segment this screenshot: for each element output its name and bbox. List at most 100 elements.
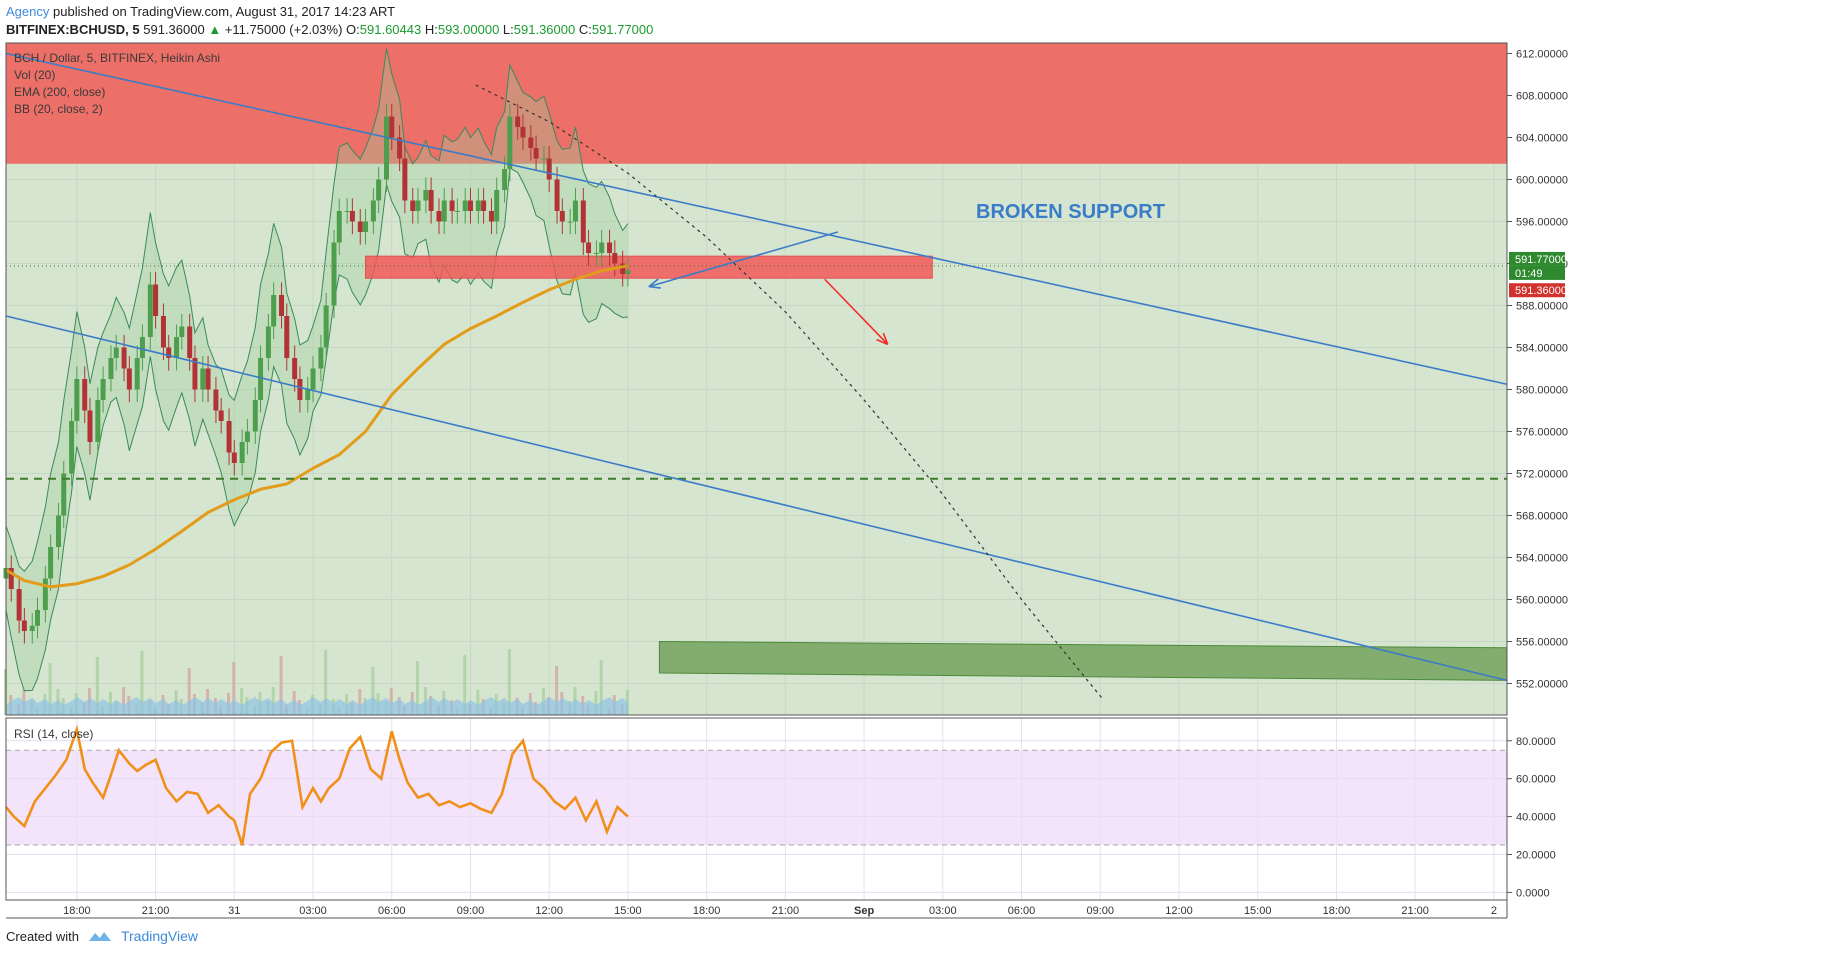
high-value: 593.00000 — [437, 22, 500, 37]
candle-body — [218, 410, 224, 421]
candle-body — [42, 578, 48, 610]
price-tick-label: 600.00000 — [1516, 175, 1568, 187]
price-tick-label: 552.00000 — [1516, 679, 1568, 691]
price-pane-border — [5, 42, 1508, 716]
candle-body — [213, 389, 219, 411]
candle-body — [153, 284, 159, 316]
legend-item: BB (20, close, 2) — [14, 102, 103, 116]
candle-body — [541, 158, 547, 160]
volume-bar — [48, 663, 52, 715]
rsi-tick-label: 80.0000 — [1516, 736, 1556, 748]
candle-body — [284, 316, 290, 358]
volume-bar — [271, 687, 275, 715]
candle-body — [292, 358, 298, 379]
candle-body — [528, 137, 534, 148]
target-arrow-head — [882, 332, 889, 345]
candle-body — [87, 410, 93, 442]
candle-body — [344, 211, 350, 212]
candle-body — [297, 379, 303, 400]
close-price-tag-box — [1509, 251, 1565, 266]
time-tick-label: 03:00 — [299, 905, 327, 917]
volume-bar — [108, 692, 112, 715]
candle-body — [113, 347, 119, 358]
time-tick-label: 09:00 — [1086, 905, 1114, 917]
change-text: +11.75000 (+2.03%) — [224, 22, 343, 37]
candle-body — [34, 610, 40, 626]
candle-body — [331, 242, 337, 306]
candle-body — [546, 158, 552, 180]
target-arrow — [824, 278, 889, 345]
time-tick-label: 21:00 — [142, 905, 170, 917]
volume-bar — [389, 688, 393, 715]
volume-bar — [95, 657, 99, 715]
candle-body — [488, 211, 494, 222]
time-tick-label: Sep — [854, 905, 874, 917]
candle-body — [467, 200, 473, 211]
candle-body — [69, 421, 75, 474]
candle-body — [226, 421, 232, 453]
price-tick-label: 556.00000 — [1516, 637, 1568, 649]
price-tick-label: 596.00000 — [1516, 217, 1568, 229]
time-tick-label: 2 — [1491, 905, 1497, 917]
last-price-text: 591.36000 — [143, 22, 205, 37]
candle-body — [271, 295, 277, 327]
candle-body — [200, 368, 206, 390]
volume-bar — [415, 661, 419, 715]
created-with-text: Created with — [6, 928, 79, 944]
author-link[interactable]: Agency — [6, 4, 50, 19]
candle-body — [179, 326, 185, 337]
candle-body — [625, 270, 631, 274]
broken-support-arrow-head — [648, 285, 661, 289]
candle-body — [475, 200, 481, 211]
rsi-tick-label: 60.0000 — [1516, 774, 1556, 786]
close-price-tag: 591.77000 — [1515, 254, 1567, 266]
candle-body — [55, 515, 61, 547]
legend-item: EMA (200, close) — [14, 85, 105, 99]
candle-body — [16, 589, 22, 621]
broken-support-zone — [365, 255, 933, 279]
rsi-tick-label: 0.0000 — [1516, 887, 1550, 899]
symbol-label: BITFINEX:BCHUSD, 5 — [6, 22, 140, 37]
open-label: O: — [346, 22, 360, 37]
close-label: C: — [578, 22, 592, 37]
price-tick-label: 580.00000 — [1516, 385, 1568, 397]
candle-body — [502, 169, 508, 190]
time-tick-label: 15:00 — [1244, 905, 1272, 917]
candle-body — [21, 620, 27, 631]
candle-body — [462, 200, 468, 211]
candle-body — [108, 358, 114, 379]
candle-body — [82, 379, 88, 411]
volume-bar — [599, 660, 603, 715]
change-up-icon: ▲ — [208, 22, 222, 37]
rsi-tick-label: 40.0000 — [1516, 812, 1556, 824]
candle-body — [239, 442, 245, 463]
candle-body — [389, 116, 395, 138]
candle-body — [363, 221, 369, 232]
candle-body — [370, 200, 376, 222]
candle-body — [567, 221, 573, 223]
candle-body — [494, 190, 500, 222]
candle-body — [192, 358, 198, 390]
last-price-tag: 591.36000 — [1515, 285, 1567, 297]
candle-body — [95, 400, 101, 442]
rsi-line — [4, 724, 629, 846]
candle-body — [507, 116, 513, 169]
candle-body — [244, 431, 250, 442]
tradingview-logo-icon — [88, 932, 111, 941]
volume-bar — [555, 666, 559, 715]
candle-body — [147, 284, 153, 337]
candle-body — [620, 263, 626, 274]
time-tick-label: 18:00 — [693, 905, 721, 917]
candle-body — [428, 190, 434, 211]
time-tick-label: 06:00 — [1008, 905, 1036, 917]
close-value: 591.77000 — [591, 22, 654, 37]
target-arrow-head — [876, 338, 889, 346]
chart-header: Agency published on TradingView.com, Aug… — [6, 3, 653, 39]
rsi-label: RSI (14, close) — [14, 727, 93, 741]
volume-bar — [140, 651, 144, 715]
volume-bar — [324, 650, 328, 715]
candle-body — [533, 148, 539, 159]
tradingview-link[interactable]: TradingView — [120, 928, 199, 944]
volume-bar — [625, 690, 629, 715]
